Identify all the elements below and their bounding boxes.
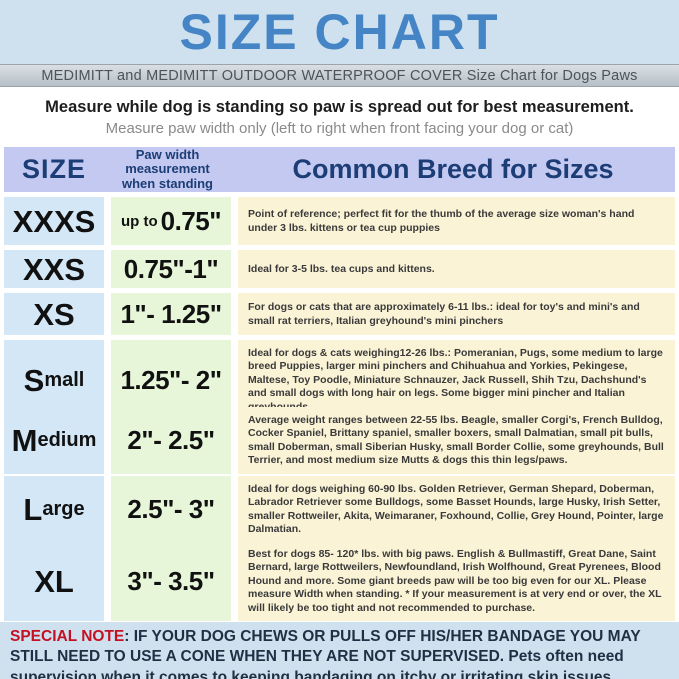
description-text: Ideal for dogs weighing 60-90 lbs. Golde… — [248, 483, 664, 536]
width-value: 0.75"-1" — [123, 253, 219, 284]
table-row-xs: XS 1"- 1.25" For dogs or cats that are a… — [4, 293, 675, 335]
page-title: SIZE CHART — [179, 4, 500, 60]
description-cell: Ideal for 3-5 lbs. tea cups and kittens. — [238, 250, 675, 288]
description-cell: For dogs or cats that are approximately … — [238, 293, 675, 335]
width-value: 1"- 1.25" — [120, 298, 222, 329]
title-block: SIZE CHART — [0, 0, 679, 64]
brand-line: MEDIMITT and MEDIMITT OUTDOOR WATERPROOF… — [41, 67, 638, 84]
header-paw-width: Paw width measurement when standing — [122, 147, 213, 191]
size-label: XL — [34, 563, 74, 599]
width-cell: 1"- 1.25" — [111, 293, 231, 335]
header-breeds: Common Breed for Sizes — [292, 154, 614, 184]
brand-band: MEDIMITT and MEDIMITT OUTDOOR WATERPROOF… — [0, 64, 679, 87]
width-value: 0.75" — [160, 205, 222, 236]
size-label: L — [23, 491, 43, 527]
description-text: Point of reference; perfect fit for the … — [248, 208, 635, 234]
width-value: 2.5"- 3" — [127, 493, 215, 524]
size-cell: XL — [4, 541, 104, 622]
table-row-xxxs: XXXS up to 0.75" Point of reference; per… — [4, 197, 675, 245]
width-cell: up to 0.75" — [111, 197, 231, 245]
special-note-label: SPECIAL NOTE — [10, 628, 125, 645]
description-cell: Ideal for dogs & cats weighing12-26 lbs.… — [238, 340, 675, 421]
special-note-body: : IF YOUR DOG CHEWS OR PULLS OFF HIS/HER… — [10, 628, 641, 679]
instruction-line-1: Measure while dog is standing so paw is … — [45, 97, 634, 116]
measurement-instructions: Measure while dog is standing so paw is … — [0, 87, 679, 147]
width-value: 3"- 3.5" — [127, 565, 215, 596]
description-text: For dogs or cats that are approximately … — [248, 301, 640, 327]
size-label: M — [11, 422, 38, 458]
width-prefix: up to — [120, 212, 158, 230]
size-cell: XXS — [4, 250, 104, 288]
description-text: Best for dogs 85- 120* lbs. with big paw… — [248, 548, 662, 614]
table-row-xl: XL 3"- 3.5" Best for dogs 85- 120* lbs. … — [4, 541, 675, 622]
description-text: Ideal for dogs & cats weighing12-26 lbs.… — [248, 347, 663, 413]
size-label: S — [23, 362, 45, 398]
description-cell: Average weight ranges between 22-55 lbs.… — [238, 407, 675, 474]
description-cell: Ideal for dogs weighing 60-90 lbs. Golde… — [238, 476, 675, 543]
width-cell: 2.5"- 3" — [111, 476, 231, 543]
width-cell: 3"- 3.5" — [111, 541, 231, 622]
size-cell: XS — [4, 293, 104, 335]
width-cell: 1.25"- 2" — [111, 340, 231, 421]
width-value: 2"- 2.5" — [127, 424, 215, 455]
width-value: 1.25"- 2" — [120, 364, 222, 395]
instruction-line-2: Measure paw width only (left to right wh… — [105, 119, 574, 137]
table-header-row: SIZE Paw width measurement when standing… — [4, 147, 675, 192]
width-cell: 2"- 2.5" — [111, 407, 231, 474]
size-cell: XXXS — [4, 197, 104, 245]
size-label: XXS — [22, 251, 86, 287]
width-cell: 0.75"-1" — [111, 250, 231, 288]
special-note-block: SPECIAL NOTE: IF YOUR DOG CHEWS OR PULLS… — [0, 622, 679, 679]
header-size: SIZE — [21, 154, 86, 184]
description-cell: Point of reference; perfect fit for the … — [238, 197, 675, 245]
special-note-text: SPECIAL NOTE: IF YOUR DOG CHEWS OR PULLS… — [10, 627, 669, 679]
size-table: SIZE Paw width measurement when standing… — [0, 147, 679, 622]
description-text: Average weight ranges between 22-55 lbs.… — [248, 414, 664, 467]
size-label: XS — [33, 296, 75, 332]
size-label: XXXS — [12, 203, 96, 239]
description-text: Ideal for 3-5 lbs. tea cups and kittens. — [248, 262, 435, 275]
table-row-xxs: XXS 0.75"-1" Ideal for 3-5 lbs. tea cups… — [4, 250, 675, 288]
description-cell: Best for dogs 85- 120* lbs. with big paw… — [238, 541, 675, 622]
